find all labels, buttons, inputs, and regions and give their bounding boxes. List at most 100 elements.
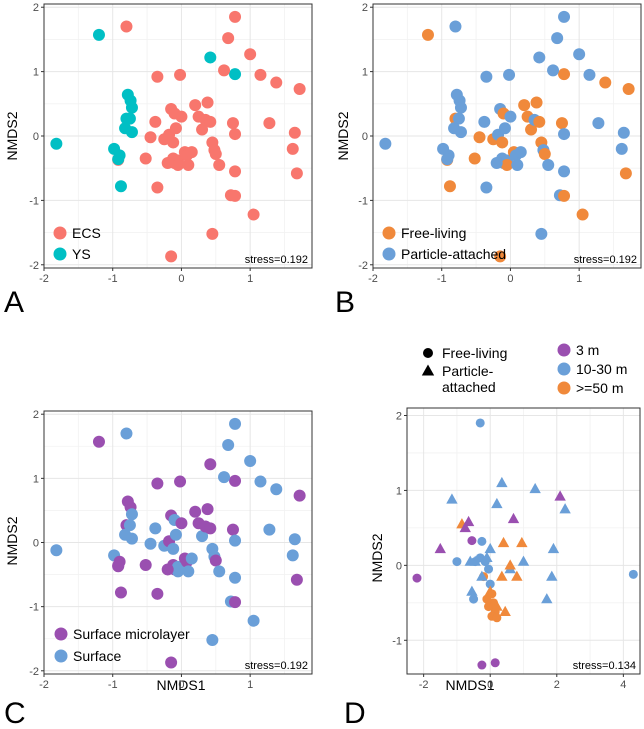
data-point — [628, 569, 638, 579]
data-point-triangle — [559, 503, 571, 514]
data-point — [50, 137, 63, 150]
data-point — [504, 110, 517, 123]
data-point — [226, 523, 239, 536]
data-point — [151, 587, 164, 600]
y-tick-label: -1 — [358, 195, 368, 207]
data-point — [498, 122, 511, 135]
panel-d-shape-legend: Free-living Particle-attached — [421, 345, 507, 395]
data-point — [149, 115, 162, 128]
data-point — [175, 517, 188, 530]
panel-d-depth-legend: 3 m 10-30 m >=50 m — [557, 342, 627, 396]
data-point — [599, 76, 612, 89]
data-point — [92, 435, 105, 448]
data-point-triangle — [516, 536, 528, 548]
y-tick-label: -1 — [29, 195, 39, 207]
y-tick-label: 0 — [362, 131, 368, 143]
data-point — [583, 68, 596, 81]
y-tick-label: 1 — [362, 67, 368, 79]
data-point — [558, 10, 571, 23]
data-point — [530, 96, 543, 109]
y-tick-label: 2 — [362, 2, 368, 14]
legend-key-attached — [382, 247, 396, 261]
legend-label-d50: >=50 m — [576, 380, 623, 396]
x-tick-label: 1 — [247, 679, 253, 691]
data-point — [189, 505, 202, 518]
data-point — [125, 508, 138, 521]
legend-key-YS — [53, 247, 67, 261]
legend-label-circle: Free-living — [442, 345, 507, 361]
panel-b-ylabel: NMDS2 — [335, 111, 351, 160]
legend-key-triangle — [421, 364, 435, 376]
data-point — [222, 32, 235, 45]
data-point — [533, 51, 546, 64]
data-point — [144, 131, 157, 144]
plot-frame — [43, 3, 313, 269]
data-point — [169, 528, 182, 541]
y-tick-label: -2 — [358, 260, 368, 272]
x-tick-label: 0 — [178, 273, 184, 285]
data-point — [535, 227, 548, 240]
legend-label-d10: 10-30 m — [576, 361, 627, 377]
y-tick-label: 2 — [33, 2, 39, 14]
data-point — [206, 227, 219, 240]
data-point — [293, 82, 306, 95]
data-point — [490, 157, 503, 170]
legend-label-free: Free-living — [401, 225, 466, 241]
data-point-triangle — [541, 593, 553, 604]
panel-a-plot: -2 -1 0 1 -2 -1 0 1 2 stress=0.192 ECS YS — [29, 2, 313, 285]
data-point — [592, 117, 605, 130]
y-tick-label: 2 — [396, 410, 402, 422]
data-point-triangle — [446, 493, 458, 504]
data-point — [209, 148, 222, 161]
data-point — [229, 165, 242, 178]
x-tick-label: -1 — [437, 273, 447, 285]
data-point — [290, 573, 303, 586]
data-point — [555, 117, 568, 130]
data-point — [480, 181, 493, 194]
data-point — [174, 475, 187, 488]
stress-label: stress=0.192 — [245, 254, 308, 266]
data-point — [293, 489, 306, 502]
data-point — [229, 571, 242, 584]
y-tick-label: -2 — [29, 666, 39, 678]
data-point — [467, 536, 477, 546]
data-point — [165, 250, 178, 263]
data-point — [229, 474, 242, 487]
data-point — [290, 167, 303, 180]
stress-label: stress=0.134 — [573, 660, 636, 672]
y-tick-label: 1 — [396, 485, 402, 497]
data-point-triangle — [529, 482, 541, 494]
legend-key-free — [382, 226, 396, 240]
data-point — [209, 554, 222, 567]
data-point — [573, 48, 586, 61]
data-point — [201, 503, 214, 516]
data-point — [112, 559, 125, 572]
data-point — [468, 152, 481, 165]
data-point — [201, 96, 214, 109]
data-point — [229, 534, 242, 547]
legend-key-d10 — [557, 362, 571, 376]
data-point — [229, 596, 242, 609]
legend-label-microlayer: Surface microlayer — [73, 626, 190, 642]
data-point — [174, 68, 187, 81]
data-point — [226, 117, 239, 130]
data-point — [492, 613, 502, 623]
data-point — [494, 250, 507, 263]
x-tick-label: -2 — [368, 273, 378, 285]
data-point — [204, 51, 217, 64]
data-point — [112, 153, 125, 166]
data-point — [518, 99, 531, 112]
data-point — [484, 564, 494, 574]
data-point-triangle — [517, 555, 530, 566]
data-point — [182, 565, 195, 578]
panel-letter-d: D — [344, 697, 366, 729]
data-point — [441, 153, 454, 166]
data-point-triangle — [507, 512, 520, 524]
data-point — [229, 128, 242, 141]
data-point — [478, 115, 491, 128]
data-point — [169, 122, 182, 135]
data-point — [204, 115, 217, 128]
data-point — [270, 483, 283, 496]
data-point-triangle — [497, 536, 510, 548]
x-tick-label: 0 — [507, 273, 513, 285]
